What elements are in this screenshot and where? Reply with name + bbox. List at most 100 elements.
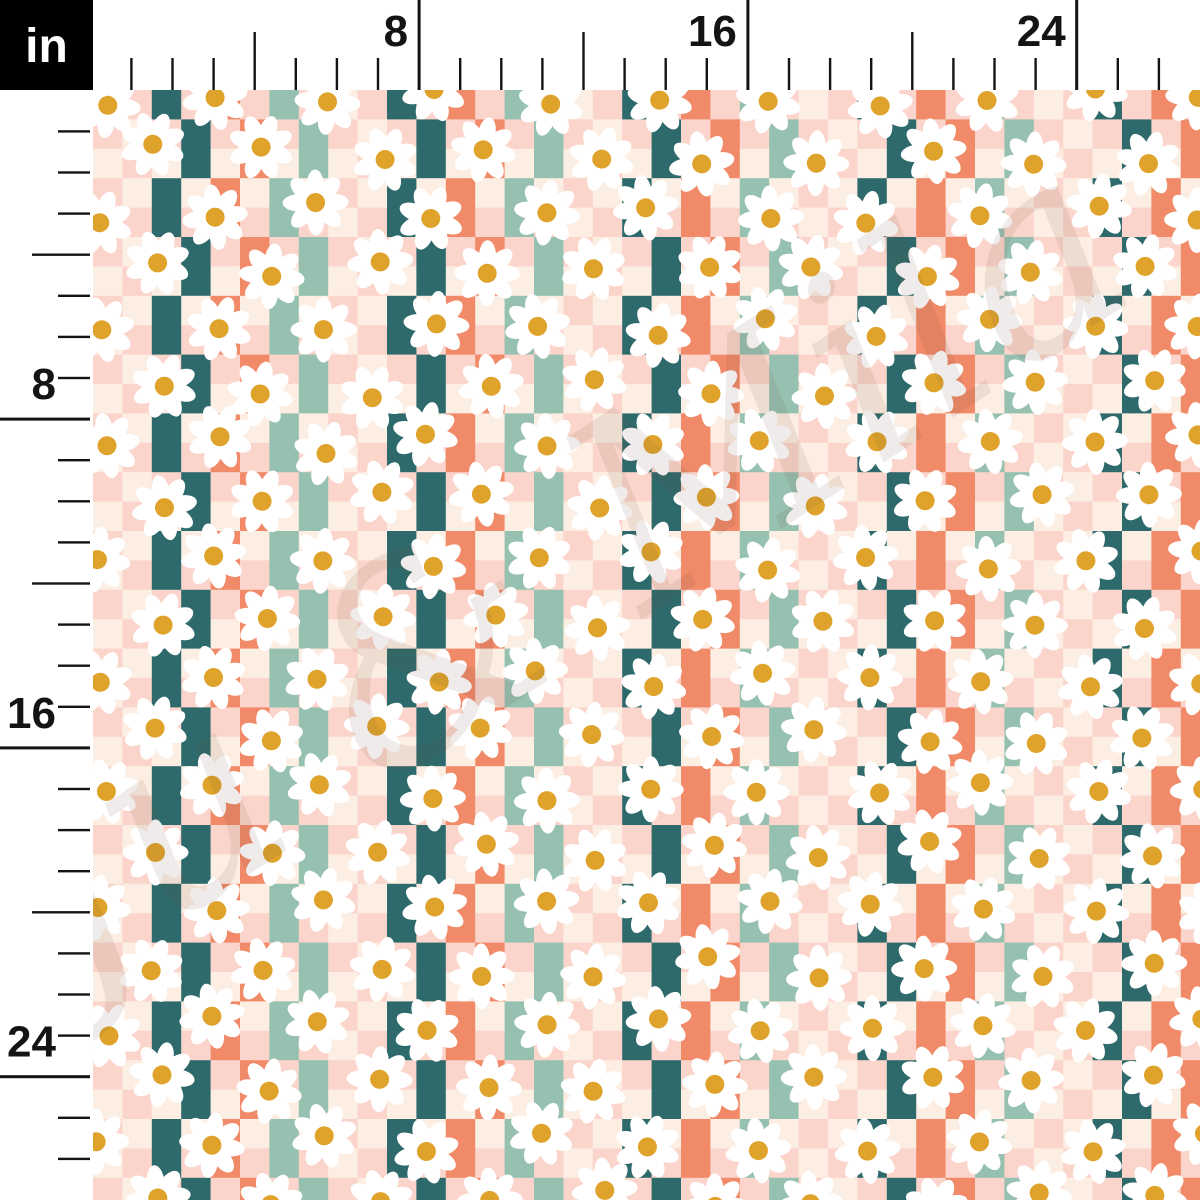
check-cell — [563, 325, 594, 355]
tick-left — [58, 993, 90, 996]
tick-top — [335, 58, 339, 90]
check-cell — [210, 825, 241, 855]
check-cell — [916, 1148, 946, 1179]
check-cell — [975, 148, 1005, 179]
check-cell — [122, 178, 153, 208]
check-cell — [269, 90, 300, 120]
check-cell — [269, 442, 300, 473]
check-cell — [1063, 148, 1093, 179]
check-cell — [945, 972, 976, 1002]
check-cell — [298, 237, 329, 267]
check-cell — [357, 883, 388, 914]
check-cell — [798, 795, 829, 826]
check-cell — [1063, 237, 1093, 267]
check-cell — [798, 913, 829, 943]
check-cell — [387, 354, 417, 385]
check-cell — [240, 1030, 270, 1061]
check-cell — [622, 384, 652, 414]
check-cell — [651, 266, 682, 297]
check-cell — [328, 266, 358, 297]
check-cell — [240, 766, 270, 796]
check-cell — [269, 560, 300, 591]
check-cell — [534, 148, 564, 179]
check-cell — [1063, 384, 1093, 414]
check-cell — [916, 178, 946, 208]
check-cell — [416, 942, 447, 973]
tick-left — [58, 1034, 90, 1037]
tick-left — [58, 952, 90, 955]
tick-left — [58, 500, 90, 503]
check-cell — [1092, 1089, 1123, 1120]
check-cell — [916, 883, 946, 914]
check-cell — [681, 883, 711, 914]
daisy-center — [314, 320, 333, 340]
check-cell — [1180, 266, 1200, 297]
check-cell — [710, 90, 741, 120]
check-cell — [769, 354, 799, 385]
check-cell — [357, 648, 388, 679]
ruler-left-label-16in: 16 — [7, 689, 56, 738]
check-cell — [357, 766, 388, 796]
check-cell — [857, 825, 888, 855]
fabric-pattern: Ju & Mila — [93, 90, 1200, 1200]
check-cell — [534, 707, 564, 738]
check-cell — [975, 942, 1005, 973]
check-cell — [475, 1119, 505, 1149]
tick-left — [58, 459, 90, 462]
tick-left — [32, 253, 90, 256]
check-cell — [240, 678, 270, 708]
check-cell — [534, 266, 564, 297]
check-cell — [1063, 1089, 1093, 1120]
check-cell — [651, 1177, 682, 1200]
check-cell — [534, 384, 564, 414]
check-cell — [534, 589, 564, 620]
tick-left — [58, 870, 90, 873]
check-cell — [622, 1060, 652, 1090]
tick-left — [58, 541, 90, 544]
check-cell — [240, 1001, 270, 1032]
check-cell — [622, 1089, 652, 1120]
check-cell — [1063, 1060, 1093, 1090]
ruler-top-label-16in: 16 — [688, 7, 737, 56]
check-cell — [475, 766, 505, 796]
check-cell — [857, 384, 888, 414]
check-cell — [710, 531, 741, 561]
check-cell — [1092, 1060, 1123, 1090]
tick-left — [58, 828, 90, 832]
check-cell — [1122, 678, 1152, 708]
check-cell — [739, 384, 770, 414]
check-cell — [298, 619, 329, 649]
check-cell — [563, 678, 594, 708]
check-cell — [651, 237, 682, 267]
check-cell — [534, 501, 564, 532]
tick-left — [58, 787, 90, 791]
check-cell — [622, 825, 652, 855]
check-cell — [651, 384, 682, 414]
check-cell — [739, 472, 770, 502]
tick-left — [58, 171, 90, 174]
check-cell — [592, 560, 623, 591]
tick-top — [171, 58, 174, 90]
tick-left — [32, 911, 90, 914]
check-cell — [93, 266, 123, 297]
check-cell — [1151, 795, 1182, 826]
check-cell — [93, 619, 123, 649]
tick-top — [1034, 58, 1037, 90]
check-cell — [857, 1060, 888, 1090]
ruler-top-label-24in: 24 — [1017, 7, 1066, 56]
check-cell — [857, 707, 888, 738]
check-cell — [916, 531, 946, 561]
check-cell — [739, 972, 770, 1002]
tick-left — [58, 664, 90, 667]
check-cell — [1092, 972, 1123, 1002]
check-cell — [857, 619, 888, 649]
check-cell — [240, 531, 270, 561]
check-cell — [592, 90, 623, 120]
check-cell — [534, 1060, 564, 1090]
check-cell — [210, 619, 241, 649]
check-cell — [857, 472, 888, 502]
check-cell — [1033, 795, 1064, 826]
tick-top — [664, 58, 667, 90]
check-cell — [1180, 148, 1200, 179]
check-cell — [1033, 413, 1064, 444]
